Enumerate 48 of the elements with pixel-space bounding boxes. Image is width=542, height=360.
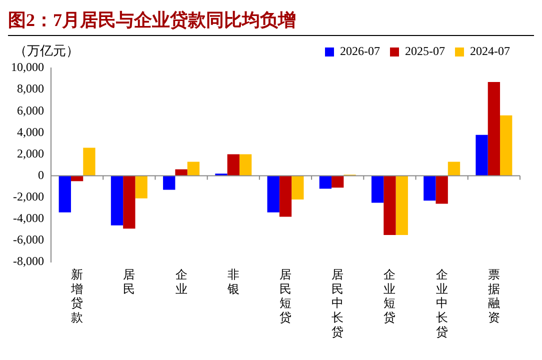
bar xyxy=(488,82,500,176)
y-tick-label: -8,000 xyxy=(13,254,44,268)
bar xyxy=(476,134,488,176)
legend-label: 2024-07 xyxy=(470,44,510,58)
y-axis-title: （万亿元） xyxy=(14,42,79,60)
x-tick-label: 票据融资 xyxy=(488,267,500,325)
x-tick-label: 居民中长贷 xyxy=(332,267,344,339)
bar xyxy=(448,162,460,176)
bar xyxy=(83,148,96,176)
bar xyxy=(319,176,332,189)
y-tick-label: 8,000 xyxy=(17,82,44,96)
legend-label: 2025-07 xyxy=(405,44,446,58)
bar xyxy=(163,176,176,190)
bar xyxy=(175,169,188,176)
x-tick-label: 企业 xyxy=(175,267,188,296)
y-tick-label: -2,000 xyxy=(13,189,44,204)
x-tick-label: 居民 xyxy=(123,267,136,296)
bar xyxy=(58,176,71,212)
y-tick-label: 4,000 xyxy=(17,124,44,139)
bar xyxy=(110,176,124,226)
bar xyxy=(227,154,240,176)
bar xyxy=(279,176,292,217)
y-tick-label: 0 xyxy=(38,168,44,182)
x-tick-label: 企业中长贷 xyxy=(436,267,448,339)
bar xyxy=(267,176,280,212)
bar xyxy=(187,162,200,176)
x-tick-label: 非银 xyxy=(226,267,240,296)
x-tick-label: 企业短贷 xyxy=(384,267,396,325)
bar xyxy=(332,176,344,188)
x-tick-label: 居民短贷 xyxy=(280,267,292,325)
bar xyxy=(292,176,304,200)
bar xyxy=(123,176,136,229)
legend-label: 2026-07 xyxy=(340,44,380,58)
bar xyxy=(500,115,512,176)
y-tick-label: 2,000 xyxy=(17,146,44,160)
bar xyxy=(424,176,436,201)
chart-title: 图2：7月居民与企业贷款同比均负增 xyxy=(8,8,534,36)
y-tick-label: -4,000 xyxy=(13,211,44,226)
y-tick-label: -6,000 xyxy=(13,232,44,247)
bar xyxy=(384,176,396,236)
bar xyxy=(396,176,408,236)
bar xyxy=(371,176,384,203)
x-tick-label: 新增贷款 xyxy=(70,267,84,325)
bar xyxy=(135,176,148,198)
bar xyxy=(239,154,252,176)
bar xyxy=(436,176,448,204)
y-tick-label: 6,000 xyxy=(17,103,44,118)
y-tick-label: 10,000 xyxy=(11,60,44,74)
